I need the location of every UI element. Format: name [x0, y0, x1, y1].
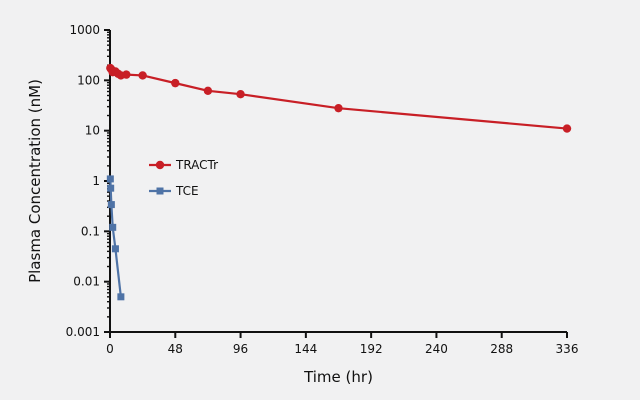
y-tick-label: 1: [92, 174, 100, 188]
legend-tce-label: TCE: [175, 184, 199, 198]
y-tick-label: 0.1: [81, 224, 100, 238]
x-tick-label: 288: [490, 342, 513, 356]
y-tick-label: 100: [77, 73, 100, 87]
legend-tractr-marker: [155, 160, 165, 170]
x-tick-label: 144: [294, 342, 317, 356]
tce-series-line: [109, 177, 122, 298]
tractr-point-6: [122, 70, 131, 79]
tce-point-3: [109, 223, 117, 231]
legend-tractr-label: TRACTr: [175, 158, 218, 172]
x-tick-label: 0: [106, 342, 114, 356]
legend-tce-marker: [156, 187, 164, 195]
tce-point-2: [107, 201, 115, 209]
tce-point-0: [106, 175, 114, 183]
y-tick-label: 1000: [69, 23, 100, 37]
y-tick-label: 0.01: [73, 275, 100, 289]
x-tick-label: 96: [233, 342, 248, 356]
tractr-point-8: [171, 78, 180, 88]
y-axis-title: Plasma Concentration (nM): [26, 79, 44, 283]
tractr-point-12: [562, 124, 572, 133]
x-tick-label: 192: [360, 342, 383, 356]
ticks-layer: 0.001 0.01 0.1 1 10 100 1000 0 48 96 144 192 240 288 3…: [66, 23, 579, 356]
series-layer: [106, 63, 572, 301]
tractr-point-10: [236, 90, 245, 99]
tractr-point-9: [203, 86, 213, 95]
tractr-point-11: [334, 103, 343, 113]
tce-point-5: [117, 293, 125, 301]
tce-point-1: [107, 184, 115, 192]
tractr-point-7: [138, 71, 147, 80]
y-tick-label: 0.001: [66, 325, 100, 339]
tce-point-4: [111, 245, 119, 253]
x-tick-label: 240: [425, 342, 448, 356]
legend: TRACTr TCE: [149, 158, 218, 198]
x-tick-label: 48: [168, 342, 183, 356]
axes-layer: [109, 30, 567, 333]
x-tick-label: 336: [556, 342, 579, 356]
x-axis-title: Time (hr): [303, 368, 373, 386]
tractr-series-line: [109, 67, 569, 130]
y-tick-label: 10: [85, 124, 100, 138]
